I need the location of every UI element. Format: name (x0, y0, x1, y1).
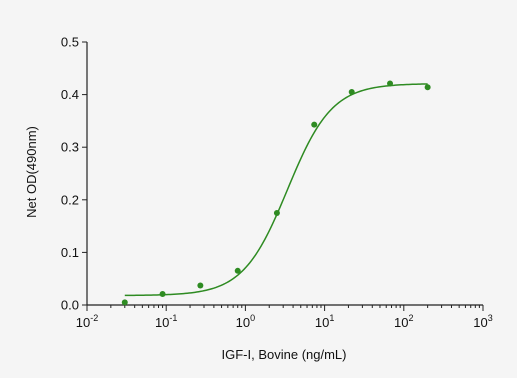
y-tick-label: 0.3 (61, 140, 79, 155)
data-point (348, 88, 355, 95)
y-axis-title: Net OD(490nm) (24, 126, 39, 218)
y-axis: 0.0 0.1 0.2 0.3 0.4 0.5 (61, 35, 88, 313)
data-point (159, 290, 166, 297)
y-tick-label: 0.0 (61, 298, 79, 313)
x-tick-label: 103 (473, 313, 492, 330)
y-tick-label: 0.1 (61, 245, 79, 260)
data-points (121, 80, 431, 306)
data-point (234, 267, 241, 274)
data-point (424, 84, 431, 91)
y-tick-label: 0.2 (61, 192, 79, 207)
x-axis-title: IGF-I, Bovine (ng/mL) (222, 347, 347, 362)
data-point (197, 282, 204, 289)
data-point (311, 121, 318, 128)
data-point (273, 209, 280, 216)
y-tick-label: 0.5 (61, 35, 79, 50)
x-tick-label: 10-1 (155, 313, 177, 330)
fit-curve (124, 83, 428, 297)
data-point (387, 80, 394, 87)
data-point (121, 299, 128, 306)
x-axis: 10-2 10-1 100 101 102 103 (76, 304, 493, 330)
x-tick-label: 101 (315, 313, 334, 330)
x-tick-label: 10-2 (76, 313, 98, 330)
x-tick-label: 102 (394, 313, 413, 330)
y-tick-label: 0.4 (61, 87, 79, 102)
x-tick-label: 100 (236, 313, 255, 330)
